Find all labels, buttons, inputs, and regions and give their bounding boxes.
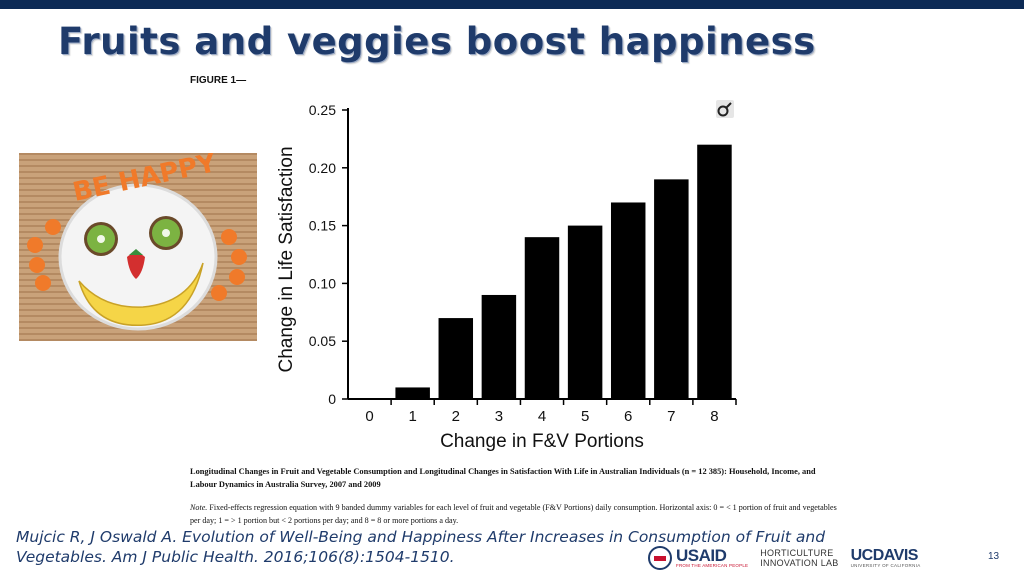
kiwi-right-eye: [149, 216, 183, 250]
male-symbol-icon: [717, 105, 729, 117]
top-bar: [0, 0, 1024, 9]
x-tick-label: 7: [667, 408, 675, 425]
happy-plate-photo: BE HAPPY: [19, 153, 257, 341]
x-tick-label: 0: [365, 408, 373, 425]
usaid-logo: USAID FROM THE AMERICAN PEOPLE: [648, 546, 748, 570]
ucdavis-wordmark: UCDAVIS: [850, 546, 919, 564]
kiwi-left-eye: [84, 222, 118, 256]
bar-4: [524, 237, 560, 399]
y-tick-label: 0.10: [309, 275, 336, 291]
ucdavis-subtitle: UNIVERSITY OF CALIFORNIA: [850, 562, 921, 568]
carrot-slices: [27, 219, 247, 301]
bar-2: [438, 318, 474, 399]
bar-5: [567, 225, 603, 399]
horticulture-lab-logo: HORTICULTURE INNOVATION LAB: [760, 548, 838, 569]
note-text: Fixed-effects regression equation with 9…: [190, 503, 837, 525]
slide-title: Fruits and veggies boost happiness: [58, 20, 816, 63]
x-tick-label: 5: [581, 408, 589, 425]
x-tick-label: 8: [710, 408, 718, 425]
note-label: Note.: [190, 503, 208, 512]
x-tick-label: 3: [495, 408, 503, 425]
y-tick-label: 0.05: [309, 333, 336, 349]
usaid-tagline: FROM THE AMERICAN PEOPLE: [676, 563, 749, 569]
partner-logos: USAID FROM THE AMERICAN PEOPLE HORTICULT…: [648, 544, 921, 572]
bar-chart: 0 0.05 0.10 0.15 0.20 0.25 0 1 2 3 4 5 6 7 8 Change in …: [276, 100, 737, 452]
usaid-seal-icon: [648, 546, 672, 570]
male-symbol-arrow: [725, 102, 732, 109]
x-tick-label: 1: [408, 408, 416, 425]
x-tick-label: 6: [624, 408, 632, 425]
figure-label: FIGURE 1—: [190, 75, 247, 86]
banana-smile: [78, 262, 204, 327]
bar-7: [654, 179, 689, 399]
page-number: 13: [988, 551, 1000, 562]
y-axis-title: Change in Life Satisfaction: [276, 146, 297, 372]
usaid-wordmark: USAID: [676, 546, 727, 566]
bar-3: [481, 294, 517, 399]
x-tick-label: 2: [452, 408, 460, 425]
y-tick-label: 0.20: [309, 160, 336, 176]
bar-1: [395, 387, 430, 399]
x-axis-title: Change in F&V Portions: [440, 431, 644, 452]
hort-line-1: HORTICULTURE: [760, 547, 834, 558]
citation: Mujcic R, J Oswald A. Evolution of Well-…: [16, 527, 916, 567]
ucdavis-logo: UCDAVIS UNIVERSITY OF CALIFORNIA: [850, 546, 921, 569]
figure-caption-note: Note. Fixed-effects regression equation …: [190, 502, 840, 527]
bar-8: [697, 144, 732, 399]
y-tick-label: 0.15: [309, 218, 336, 234]
x-tick-label: 4: [538, 408, 546, 425]
bar-6: [610, 202, 646, 399]
figure-caption-title: Longitudinal Changes in Fruit and Vegeta…: [190, 467, 816, 489]
hort-line-2: INNOVATION LAB: [760, 558, 839, 568]
y-tick-label: 0: [328, 391, 336, 407]
y-tick-label: 0.25: [309, 102, 336, 118]
citation-line-1: Mujcic R, J Oswald A. Evolution of Well-…: [16, 528, 826, 546]
strawberry-nose: [127, 249, 145, 279]
citation-line-2: Vegetables. Am J Public Health. 2016;106…: [16, 548, 455, 567]
